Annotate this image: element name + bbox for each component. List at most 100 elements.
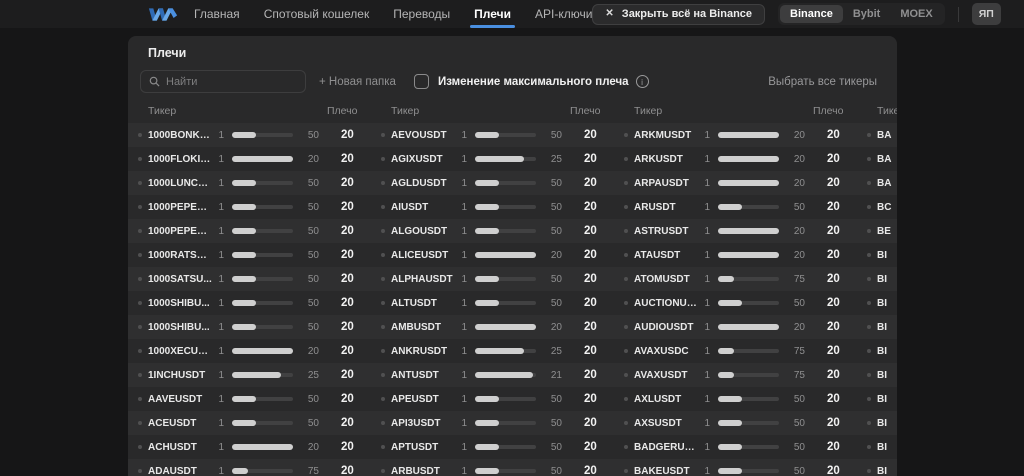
row-select-dot[interactable] [867,445,871,449]
max-leverage-checkbox[interactable] [413,74,429,89]
leverage-slider[interactable] [718,204,779,210]
row-select-dot[interactable] [381,229,385,233]
row-select-dot[interactable] [624,421,628,425]
leverage-slider[interactable] [232,204,293,210]
nav-item-transfers[interactable]: Переводы [393,7,451,21]
leverage-slider[interactable] [475,300,536,306]
leverage-slider[interactable] [718,180,779,186]
leverage-slider[interactable] [475,324,536,330]
row-select-dot[interactable] [138,445,142,449]
row-select-dot[interactable] [138,205,142,209]
leverage-value[interactable]: 20 [827,249,840,261]
row-select-dot[interactable] [138,253,142,257]
info-icon[interactable]: i [635,75,649,88]
nav-item-leverages[interactable]: Плечи [470,0,515,28]
leverage-value[interactable]: 20 [827,369,840,381]
row-select-dot[interactable] [381,469,385,473]
leverage-slider[interactable] [718,420,779,426]
leverage-slider[interactable] [232,300,293,306]
row-select-dot[interactable] [867,277,871,281]
leverage-value[interactable]: 20 [341,249,354,261]
leverage-value[interactable]: 20 [341,465,354,476]
row-select-dot[interactable] [381,253,385,257]
leverage-value[interactable]: 20 [827,225,840,237]
nav-item-api-keys[interactable]: API-ключи [534,7,593,21]
exchange-tab-moex[interactable]: MOEX [900,8,933,20]
leverage-slider[interactable] [475,132,536,138]
row-select-dot[interactable] [381,133,385,137]
leverage-value[interactable]: 20 [341,297,354,309]
leverage-slider[interactable] [232,252,293,258]
leverage-value[interactable]: 20 [827,297,840,309]
leverage-value[interactable]: 20 [341,177,354,189]
leverage-value[interactable]: 20 [827,177,840,189]
profile-badge[interactable]: ЯП [971,3,1001,25]
leverage-value[interactable]: 20 [584,249,597,261]
row-select-dot[interactable] [867,229,871,233]
row-select-dot[interactable] [381,157,385,161]
leverage-slider[interactable] [475,228,536,234]
leverage-value[interactable]: 20 [584,177,597,189]
leverage-value[interactable]: 20 [584,393,597,405]
leverage-slider[interactable] [232,228,293,234]
leverage-slider[interactable] [232,468,293,474]
row-select-dot[interactable] [867,133,871,137]
leverage-slider[interactable] [718,228,779,234]
row-select-dot[interactable] [624,445,628,449]
leverage-value[interactable]: 20 [827,345,840,357]
leverage-slider[interactable] [232,276,293,282]
row-select-dot[interactable] [381,421,385,425]
leverage-value[interactable]: 20 [827,273,840,285]
leverage-value[interactable]: 20 [341,273,354,285]
leverage-slider[interactable] [475,468,536,474]
leverage-slider[interactable] [718,156,779,162]
leverage-slider[interactable] [232,396,293,402]
row-select-dot[interactable] [381,325,385,329]
row-select-dot[interactable] [624,349,628,353]
row-select-dot[interactable] [867,205,871,209]
leverage-value[interactable]: 20 [584,201,597,213]
leverage-value[interactable]: 20 [827,441,840,453]
leverage-slider[interactable] [718,372,779,378]
row-select-dot[interactable] [138,373,142,377]
row-select-dot[interactable] [381,181,385,185]
leverage-slider[interactable] [718,348,779,354]
leverage-value[interactable]: 20 [827,321,840,333]
row-select-dot[interactable] [867,469,871,473]
row-select-dot[interactable] [624,205,628,209]
row-select-dot[interactable] [624,301,628,305]
leverage-slider[interactable] [232,372,293,378]
leverage-slider[interactable] [232,420,293,426]
close-all-button[interactable]: ✕ Закрыть всё на Binance [592,3,766,25]
new-folder-button[interactable]: + Новая папка [319,75,396,88]
leverage-value[interactable]: 20 [341,225,354,237]
row-select-dot[interactable] [138,325,142,329]
leverage-slider[interactable] [475,252,536,258]
leverage-slider[interactable] [718,132,779,138]
search-input[interactable] [166,75,297,88]
row-select-dot[interactable] [867,325,871,329]
row-select-dot[interactable] [381,205,385,209]
row-select-dot[interactable] [381,277,385,281]
row-select-dot[interactable] [138,157,142,161]
row-select-dot[interactable] [624,229,628,233]
leverage-slider[interactable] [475,396,536,402]
row-select-dot[interactable] [138,421,142,425]
row-select-dot[interactable] [624,277,628,281]
leverage-slider[interactable] [475,180,536,186]
leverage-value[interactable]: 20 [341,321,354,333]
row-select-dot[interactable] [624,157,628,161]
leverage-slider[interactable] [718,276,779,282]
row-select-dot[interactable] [138,277,142,281]
leverage-value[interactable]: 20 [584,321,597,333]
leverage-value[interactable]: 20 [341,441,354,453]
leverage-slider[interactable] [232,132,293,138]
leverage-value[interactable]: 20 [584,465,597,476]
leverage-value[interactable]: 20 [584,441,597,453]
row-select-dot[interactable] [867,397,871,401]
row-select-dot[interactable] [867,301,871,305]
row-select-dot[interactable] [624,373,628,377]
leverage-value[interactable]: 20 [584,129,597,141]
row-select-dot[interactable] [624,181,628,185]
row-select-dot[interactable] [624,253,628,257]
